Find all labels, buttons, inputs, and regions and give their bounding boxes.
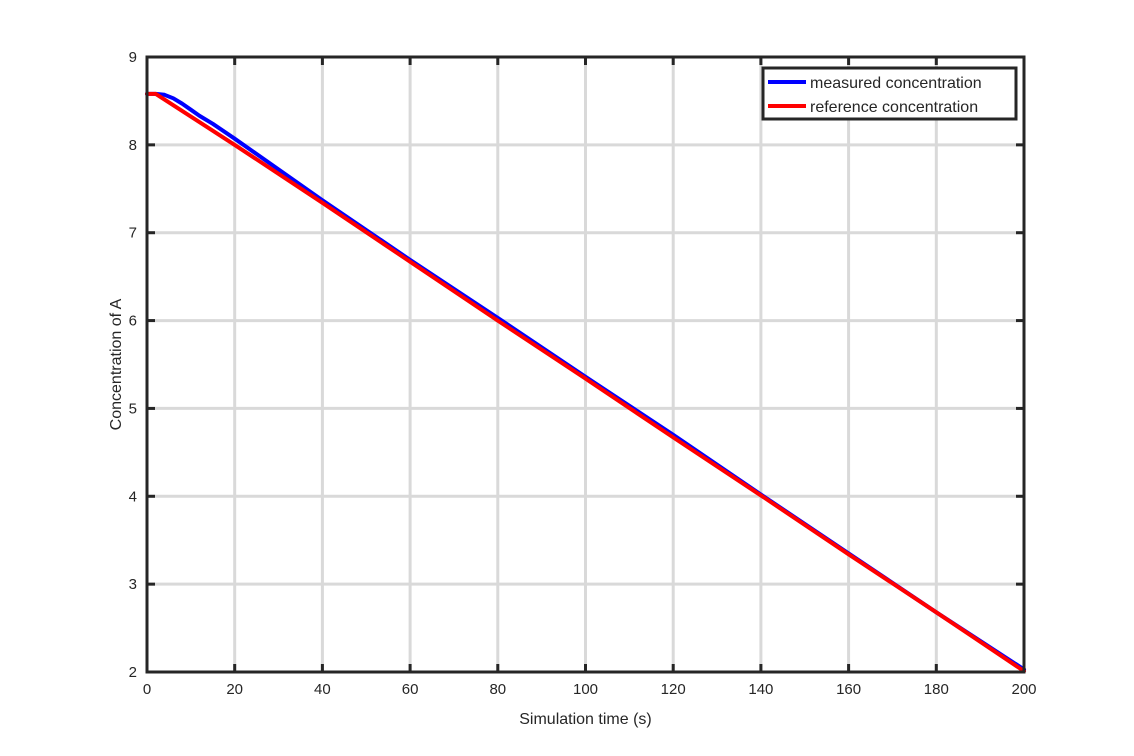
y-axis-label: Concentration of A: [108, 298, 125, 430]
x-tick-label: 80: [489, 681, 506, 698]
y-tick-label: 6: [129, 313, 137, 330]
x-tick-labels: 0 20 40 60 80 100 120 140 160 180 200: [143, 681, 1037, 698]
y-tick-label: 2: [129, 664, 137, 681]
y-tick-label: 8: [129, 137, 137, 154]
x-axis-label: Simulation time (s): [519, 711, 651, 728]
x-tick-label: 60: [402, 681, 419, 698]
y-tick-label: 7: [129, 225, 137, 242]
y-tick-labels: 2 3 4 5 6 7 8 9: [129, 49, 137, 681]
x-tick-label: 40: [314, 681, 331, 698]
x-tick-label: 120: [661, 681, 686, 698]
y-tick-label: 3: [129, 576, 137, 593]
legend-label-reference: reference concentration: [810, 99, 978, 116]
x-tick-label: 200: [1011, 681, 1036, 698]
tick-marks: [145, 55, 1026, 674]
y-tick-label: 5: [129, 400, 137, 417]
series-line-reference: [145, 91, 1026, 674]
series-lines: [145, 91, 1026, 674]
legend-box: [761, 66, 1018, 121]
x-tick-label: 140: [748, 681, 773, 698]
grid-lines: [147, 57, 1024, 672]
x-tick-label: 20: [226, 681, 243, 698]
x-tick-label: 180: [924, 681, 949, 698]
y-tick-label: 9: [129, 49, 137, 66]
x-tick-label: 100: [573, 681, 598, 698]
legend-label-measured: measured concentration: [810, 75, 982, 92]
x-tick-label: 160: [836, 681, 861, 698]
x-tick-label: 0: [143, 681, 151, 698]
legend: measured concentration reference concent…: [761, 66, 1018, 121]
y-tick-label: 4: [129, 488, 137, 505]
